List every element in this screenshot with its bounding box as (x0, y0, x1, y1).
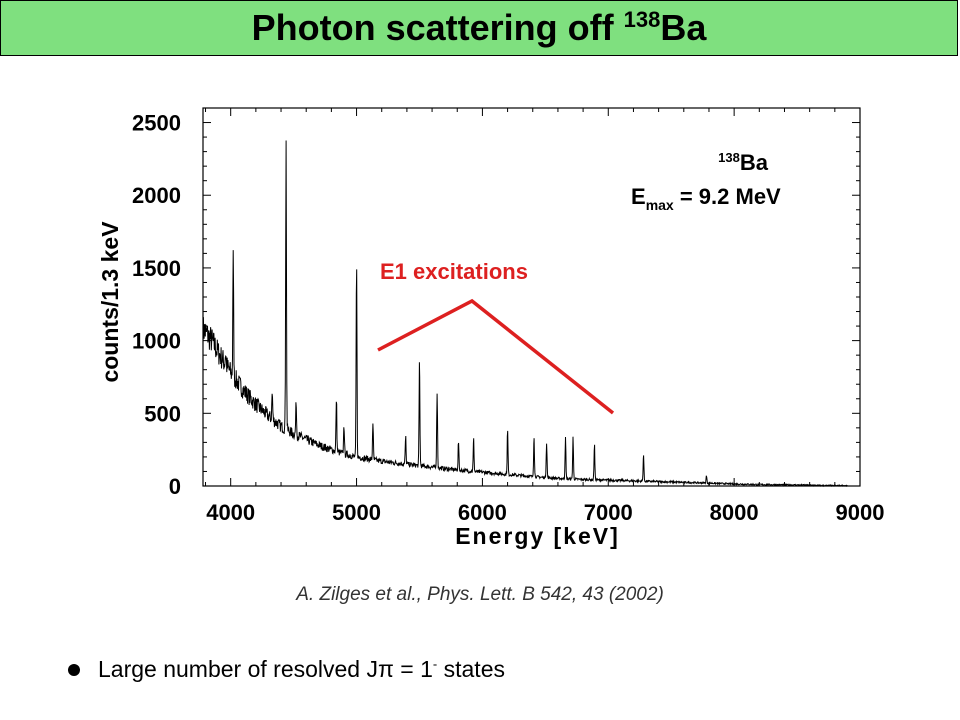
y-axis-label: counts/1.3 keV (97, 221, 123, 383)
bullet-dot-icon (68, 663, 80, 676)
y-tick-label: 2000 (132, 183, 181, 208)
x-tick-label: 7000 (584, 500, 633, 525)
emax-label: Emax = 9.2 MeV (631, 184, 781, 213)
e1-excitations-label: E1 excitations (380, 259, 528, 284)
x-tick-label: 8000 (710, 500, 759, 525)
e1-bracket-line (377, 298, 615, 415)
spectrum-line (202, 140, 848, 488)
slide-title: Photon scattering off 138Ba (251, 7, 707, 48)
x-axis-label: Energy [keV] (455, 523, 620, 549)
x-tick-label: 5000 (332, 500, 381, 525)
x-tick-label: 4000 (206, 500, 255, 525)
x-tick-label: 9000 (836, 500, 885, 525)
bullet-text: Large number of resolved Jπ = 1- states (98, 656, 505, 682)
bullet-item: Large number of resolved Jπ = 1- states (68, 656, 505, 683)
y-tick-label: 2500 (132, 111, 181, 136)
y-tick-label: 500 (144, 401, 181, 426)
title-bar: Photon scattering off 138Ba (0, 0, 958, 56)
citation: A. Zilges et al., Phys. Lett. B 542, 43 … (296, 584, 664, 605)
y-tick-label: 1000 (132, 329, 181, 354)
y-tick-label: 1500 (132, 256, 181, 281)
x-tick-label: 6000 (458, 500, 507, 525)
y-tick-label: 0 (169, 474, 181, 499)
isotope-label: 138Ba (718, 150, 769, 175)
